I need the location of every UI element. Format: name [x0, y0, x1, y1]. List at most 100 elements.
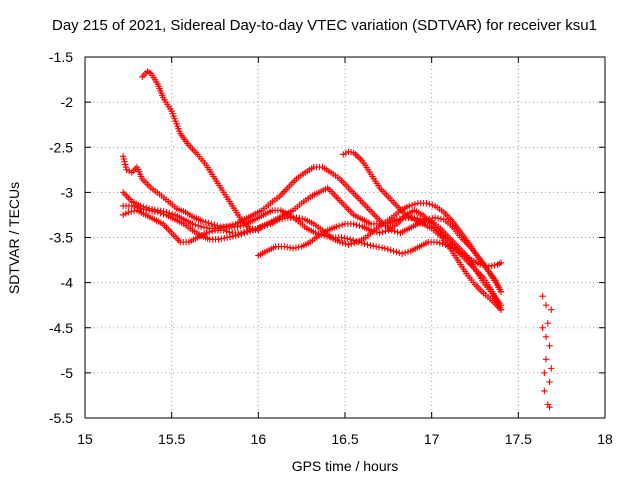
data-point — [344, 235, 351, 242]
data-point — [497, 306, 505, 313]
data-point — [542, 356, 550, 363]
data-point — [199, 218, 207, 225]
data-point — [375, 243, 383, 251]
data-point — [140, 206, 147, 213]
data-point — [356, 222, 363, 229]
data-point — [399, 250, 406, 257]
data-point — [264, 221, 271, 229]
data-point — [338, 221, 346, 229]
data-point — [429, 215, 436, 222]
data-point — [192, 221, 199, 229]
data-point — [208, 220, 215, 228]
data-point — [436, 239, 443, 247]
axis-ticks: 15 15.5 16 16.5 17 17.5 18 -5.5 -5 -4.5 -4 -3.5 -3 -2… — [49, 49, 613, 447]
data-point — [367, 242, 374, 249]
x-tick-label: 15.5 — [158, 431, 185, 447]
x-tick-label: 16.5 — [331, 431, 358, 447]
data-point — [120, 155, 128, 163]
grid — [85, 57, 605, 418]
data-point — [119, 153, 127, 160]
data-point — [434, 215, 442, 222]
data-point — [238, 230, 245, 238]
y-axis-title: SDTVAR / TECUs — [6, 182, 22, 294]
data-point — [295, 243, 302, 251]
data-point — [218, 235, 225, 242]
data-point — [240, 221, 247, 229]
data-point — [373, 228, 380, 236]
data-point — [367, 227, 375, 234]
data-point — [396, 249, 403, 257]
data-point — [497, 259, 505, 266]
data-point — [401, 249, 409, 257]
data-point — [497, 288, 505, 295]
data-point — [206, 228, 213, 236]
data-point — [122, 161, 129, 168]
data-point — [258, 223, 265, 230]
data-point — [286, 244, 294, 251]
data-point — [323, 233, 331, 240]
data-point — [539, 292, 546, 300]
data-point — [485, 263, 493, 270]
data-point — [405, 202, 413, 210]
data-point — [482, 262, 490, 269]
y-tick-label: -2 — [61, 94, 74, 110]
data-point — [491, 261, 498, 269]
data-point — [408, 201, 416, 209]
data-point — [145, 207, 153, 214]
y-tick-label: -5 — [61, 365, 74, 381]
data-point — [296, 215, 303, 222]
data-point — [345, 241, 352, 248]
y-tick-label: -5.5 — [49, 410, 73, 426]
y-tick-label: -3.5 — [49, 230, 73, 246]
data-point — [154, 209, 161, 216]
data-point — [289, 245, 297, 252]
data-point — [541, 387, 548, 395]
data-point — [378, 244, 386, 251]
data-points — [119, 68, 555, 411]
data-point — [384, 246, 391, 253]
data-point — [189, 220, 196, 228]
data-point — [203, 229, 210, 237]
data-point — [548, 365, 555, 372]
data-point — [542, 333, 550, 340]
data-point — [341, 234, 348, 242]
data-point — [281, 215, 289, 222]
data-point — [393, 248, 400, 256]
data-point — [542, 301, 550, 309]
data-point — [336, 222, 343, 229]
data-point — [541, 369, 548, 377]
data-point — [370, 242, 377, 250]
data-point — [241, 229, 248, 237]
data-point — [281, 243, 288, 250]
chart-title: Day 215 of 2021, Sidereal Day-to-day VTE… — [52, 17, 597, 34]
data-point — [429, 201, 436, 209]
x-axis-title: GPS time / hours — [292, 458, 399, 474]
data-point — [404, 248, 412, 256]
data-point — [350, 220, 357, 228]
data-point — [477, 261, 484, 268]
data-point — [234, 223, 241, 230]
data-point — [544, 320, 551, 327]
data-point — [275, 216, 283, 223]
data-point — [326, 233, 334, 241]
data-point — [261, 222, 268, 229]
x-tick-label: 17 — [424, 431, 440, 447]
y-tick-label: -4 — [61, 275, 74, 291]
data-point — [336, 238, 343, 246]
data-point — [235, 231, 242, 238]
data-point — [229, 233, 237, 240]
data-point — [232, 232, 239, 239]
data-point — [151, 208, 159, 215]
data-point — [353, 221, 360, 229]
data-point — [338, 234, 345, 241]
data-point — [381, 245, 389, 252]
data-point — [247, 227, 254, 235]
series-track-g — [340, 148, 505, 313]
data-point — [373, 243, 380, 250]
data-point — [376, 229, 383, 237]
data-point — [195, 222, 202, 229]
x-tick-label: 16 — [251, 431, 267, 447]
data-point — [211, 221, 218, 229]
data-point — [143, 206, 150, 214]
